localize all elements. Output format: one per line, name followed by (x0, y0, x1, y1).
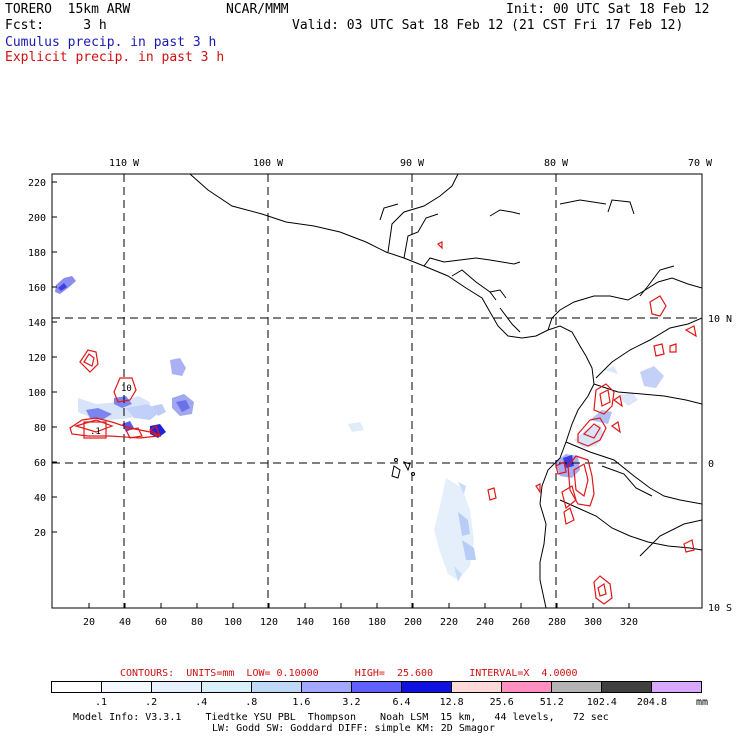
latitude-label: 0 (708, 459, 714, 470)
longitude-label: 80 W (544, 158, 569, 169)
x-tick-label: 200 (404, 617, 422, 628)
contours-info: CONTOURS: UNITS=mm LOW= 0.10000 HIGH= 25… (120, 668, 578, 679)
x-tick-label: 260 (512, 617, 530, 628)
x-tick-label: 240 (476, 617, 494, 628)
model-title: TORERO 15km ARW (5, 2, 131, 17)
x-tick-label: 160 (332, 617, 350, 628)
y-tick-label: 40 (34, 493, 46, 504)
x-tick-label: 280 (548, 617, 566, 628)
x-tick-label: 100 (224, 617, 242, 628)
colorbar-label: 25.6 (489, 697, 514, 708)
model-info-line2: LW: Godd SW: Goddard DIFF: simple KM: 2D… (212, 723, 495, 734)
longitude-labels: 110 W 100 W 90 W 80 W 70 W (109, 158, 713, 169)
colorbar-segment (201, 682, 251, 692)
colorbar-unit: mm (696, 697, 709, 708)
organization-label: NCAR/MMM (226, 2, 289, 17)
precip-colorbar (51, 681, 702, 693)
y-tick-label: 120 (28, 353, 46, 364)
colorbar-label: 12.8 (439, 697, 464, 708)
colorbar-label: 204.8 (636, 697, 667, 708)
y-tick-label: 20 (34, 528, 46, 539)
colorbar-segment (451, 682, 501, 692)
x-tick-label: 60 (155, 617, 167, 628)
x-tick-label: 140 (296, 617, 314, 628)
x-tick-label: 180 (368, 617, 386, 628)
colorbar-label: 3.2 (342, 697, 361, 708)
x-tick-label: 220 (440, 617, 458, 628)
y-axis-ticks: 220 200 180 160 140 120 100 80 60 40 20 (28, 178, 57, 539)
x-axis-ticks: 20 40 60 80 100 120 140 160 180 200 220 240 260 280 30… (83, 603, 638, 628)
colorbar-segment (651, 682, 701, 692)
cumulus-precip-shading (55, 276, 664, 582)
colorbar-segment (551, 682, 601, 692)
colorbar-segment (301, 682, 351, 692)
colorbar-segment (501, 682, 551, 692)
colorbar-segment (601, 682, 651, 692)
x-tick-label: 40 (119, 617, 131, 628)
longitude-label: 90 W (400, 158, 425, 169)
y-tick-label: 140 (28, 318, 46, 329)
colorbar-label: 1.6 (292, 697, 311, 708)
forecast-hour: Fcst: 3 h (5, 18, 107, 33)
longitude-label: 70 W (688, 158, 713, 169)
x-tick-label: 120 (260, 617, 278, 628)
colorbar-label: .4 (195, 697, 208, 708)
colorbar-segment (52, 682, 101, 692)
y-tick-label: 160 (28, 283, 46, 294)
valid-time: Valid: 03 UTC Sat 18 Feb 12 (21 CST Fri … (292, 18, 684, 33)
y-tick-label: 100 (28, 388, 46, 399)
latitude-label: 10 S (708, 603, 732, 614)
cumulus-legend-label: Cumulus precip. in past 3 h (5, 35, 217, 50)
model-info-line1: Model Info: V3.3.1 Tiedtke YSU PBL Thomp… (73, 712, 609, 723)
longitude-label: 110 W (109, 158, 140, 169)
plot-frame (51, 173, 703, 609)
y-tick-label: 220 (28, 178, 46, 189)
lat-lon-grid (52, 174, 702, 608)
colorbar-label: 51.2 (539, 697, 564, 708)
explicit-legend-label: Explicit precip. in past 3 h (5, 50, 225, 65)
y-tick-label: 60 (34, 458, 46, 469)
colorbar-segment (351, 682, 401, 692)
colorbar-label: .1 (95, 697, 108, 708)
x-tick-label: 20 (83, 617, 95, 628)
x-tick-label: 80 (191, 617, 203, 628)
latitude-labels: 10 N 0 10 S (708, 314, 732, 614)
colorbar-segment (101, 682, 151, 692)
colorbar-label: .2 (145, 697, 158, 708)
contour-label-01: .1 (90, 427, 101, 437)
contour-label-10: 10 (121, 384, 132, 394)
colorbar-label: 6.4 (392, 697, 411, 708)
colorbar-label: .8 (245, 697, 258, 708)
y-tick-label: 200 (28, 213, 46, 224)
y-tick-label: 80 (34, 423, 46, 434)
init-time: Init: 00 UTC Sat 18 Feb 12 (506, 2, 710, 17)
colorbar-segment (251, 682, 301, 692)
latitude-label: 10 N (708, 314, 732, 325)
y-tick-label: 180 (28, 248, 46, 259)
colorbar-label: 102.4 (586, 697, 617, 708)
colorbar-segment (401, 682, 451, 692)
coastlines (189, 174, 702, 608)
explicit-precip-contours (69, 241, 697, 605)
longitude-label: 100 W (253, 158, 284, 169)
colorbar-segment (151, 682, 201, 692)
x-tick-label: 300 (584, 617, 602, 628)
x-tick-label: 320 (620, 617, 638, 628)
